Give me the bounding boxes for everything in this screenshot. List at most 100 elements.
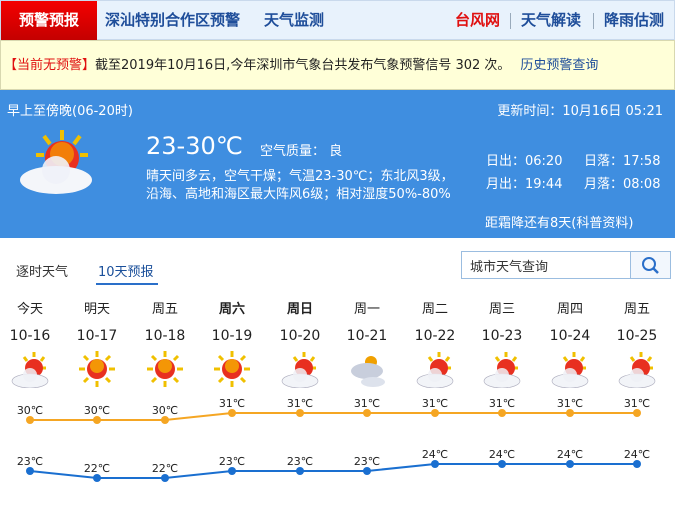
high-temp-label: 30℃ bbox=[17, 404, 43, 417]
low-temp-label: 23℃ bbox=[354, 455, 380, 468]
high-temp-label: 31℃ bbox=[219, 397, 245, 410]
high-temp-point bbox=[498, 409, 506, 417]
sun-cloud-icon bbox=[618, 352, 656, 389]
sun-icon bbox=[147, 351, 183, 387]
search-icon bbox=[642, 257, 659, 274]
high-temp-point bbox=[161, 416, 169, 424]
period-label: 早上至傍晚(06-20时) bbox=[7, 104, 133, 119]
day-name: 周三 bbox=[488, 302, 515, 317]
low-temp-point bbox=[26, 467, 34, 475]
forecast-desc-line2: 沿海、高地和海区最大阵风6级；相对湿度50%-80% bbox=[146, 187, 451, 202]
day-date: 10-24 bbox=[549, 328, 591, 344]
nav-tab-warning-forecast[interactable]: 预警预报 bbox=[1, 1, 97, 40]
air-quality: 空气质量： 良 bbox=[260, 144, 343, 159]
high-temp-line bbox=[30, 412, 637, 421]
low-temp-point bbox=[431, 460, 439, 468]
high-temp-label: 31℃ bbox=[557, 397, 583, 410]
sunset: 日落：17:58 bbox=[584, 154, 661, 169]
forecast-desc-line1: 晴天间多云，空气干燥；气温23-30℃；东北风3级， bbox=[146, 169, 454, 184]
sun-cloud-icon bbox=[551, 352, 589, 389]
day-date: 10-22 bbox=[414, 328, 456, 344]
nav-link-typhoon[interactable]: 台风网 bbox=[455, 11, 501, 29]
low-temp-label: 22℃ bbox=[84, 462, 110, 475]
warning-bar: 【当前无预警】截至2019年10月16日,今年深圳市气象台共发布气象预警信号 3… bbox=[0, 40, 675, 90]
nav-link-weather-analysis[interactable]: 天气解读 bbox=[521, 11, 582, 29]
tab-10-day[interactable]: 10天预报 bbox=[98, 265, 154, 280]
tab-hourly[interactable]: 逐时天气 bbox=[16, 265, 69, 280]
sun-icon bbox=[214, 351, 250, 387]
day-date: 10-18 bbox=[144, 328, 186, 344]
low-temp-point bbox=[633, 460, 641, 468]
history-warning-link[interactable]: 历史预警查询 bbox=[520, 58, 599, 73]
high-temp-label: 31℃ bbox=[354, 397, 380, 410]
search-button[interactable] bbox=[630, 252, 670, 278]
high-temp-point bbox=[431, 409, 439, 417]
high-temp-label: 31℃ bbox=[287, 397, 313, 410]
high-temp-point bbox=[363, 409, 371, 417]
forecast-day: 周三 10-23 bbox=[468, 298, 536, 392]
city-search-input[interactable] bbox=[462, 252, 630, 278]
day-name: 周五 bbox=[151, 302, 178, 317]
high-temp-label: 30℃ bbox=[84, 404, 110, 417]
warning-text: 截至2019年10月16日,今年深圳市气象台共发布气象预警信号 302 次。 bbox=[95, 58, 511, 73]
low-temp-point bbox=[296, 467, 304, 475]
forecast-day: 周六 10-19 bbox=[198, 298, 266, 392]
low-temp-label: 23℃ bbox=[219, 455, 245, 468]
low-temp-label: 24℃ bbox=[422, 448, 448, 461]
low-temp-label: 23℃ bbox=[17, 455, 43, 468]
low-temp-point bbox=[363, 467, 371, 475]
low-temp-label: 22℃ bbox=[152, 462, 178, 475]
high-temp-point bbox=[566, 409, 574, 417]
day-date: 10-17 bbox=[76, 328, 118, 344]
day-name: 周日 bbox=[286, 302, 313, 317]
day-name: 周五 bbox=[623, 302, 650, 317]
low-temp-point bbox=[498, 460, 506, 468]
today-panel: 早上至傍晚(06-20时) 更新时间：10月16日 05:21 23-30℃ 空… bbox=[0, 90, 675, 238]
divider bbox=[593, 13, 594, 29]
divider bbox=[510, 13, 511, 29]
high-temp-point bbox=[633, 409, 641, 417]
nav-link-weather-monitor[interactable]: 天气监测 bbox=[264, 11, 325, 29]
low-temp-point bbox=[228, 467, 236, 475]
nav-link-shenshan[interactable]: 深汕特别合作区预警 bbox=[105, 11, 241, 29]
sun-cloud-icon bbox=[483, 352, 521, 389]
top-nav: 预警预报 深汕特别合作区预警 天气监测 台风网 天气解读 降雨估测 bbox=[0, 0, 675, 40]
day-date: 10-19 bbox=[211, 328, 253, 344]
sun-cloud-icon bbox=[416, 352, 454, 389]
sun-cloud-icon bbox=[11, 352, 49, 389]
nav-link-rain-estimate[interactable]: 降雨估测 bbox=[604, 11, 665, 29]
day-name: 明天 bbox=[83, 302, 110, 317]
high-temp-label: 31℃ bbox=[624, 397, 650, 410]
solar-term-link[interactable]: 距霜降还有8天(科普资料) bbox=[485, 216, 634, 231]
high-temp-point bbox=[296, 409, 304, 417]
high-temp-point bbox=[228, 409, 236, 417]
warning-badge: 【当前无预警】 bbox=[4, 58, 96, 73]
active-tab-underline bbox=[96, 283, 158, 285]
day-name: 周二 bbox=[421, 302, 448, 317]
day-date: 10-16 bbox=[9, 328, 51, 344]
forecast-day: 明天 10-17 bbox=[63, 298, 131, 392]
city-search bbox=[461, 251, 671, 279]
sunrise: 日出：06:20 bbox=[486, 154, 563, 169]
day-date: 10-21 bbox=[346, 328, 388, 344]
day-name: 周六 bbox=[218, 302, 245, 317]
forecast-day: 周五 10-18 bbox=[131, 298, 199, 392]
high-temp-label: 30℃ bbox=[152, 404, 178, 417]
day-date: 10-23 bbox=[481, 328, 523, 344]
forecast-day: 今天 10-16 bbox=[0, 298, 64, 392]
forecast-day: 周五 10-25 bbox=[603, 298, 671, 392]
day-name: 周一 bbox=[353, 302, 380, 317]
low-temp-label: 24℃ bbox=[489, 448, 515, 461]
sun-cloud-icon bbox=[281, 352, 319, 389]
forecast-day: 周二 10-22 bbox=[401, 298, 469, 392]
low-temp-point bbox=[93, 474, 101, 482]
forecast-day: 周一 10-21 bbox=[333, 298, 401, 392]
high-temp-label: 31℃ bbox=[422, 397, 448, 410]
low-temp-point bbox=[161, 474, 169, 482]
moonrise: 月出：19:44 bbox=[486, 177, 563, 192]
day-date: 10-25 bbox=[616, 328, 658, 344]
day-name: 今天 bbox=[16, 302, 43, 317]
low-temp-line bbox=[29, 463, 637, 479]
day-date: 10-20 bbox=[279, 328, 321, 344]
high-temp-point bbox=[93, 416, 101, 424]
